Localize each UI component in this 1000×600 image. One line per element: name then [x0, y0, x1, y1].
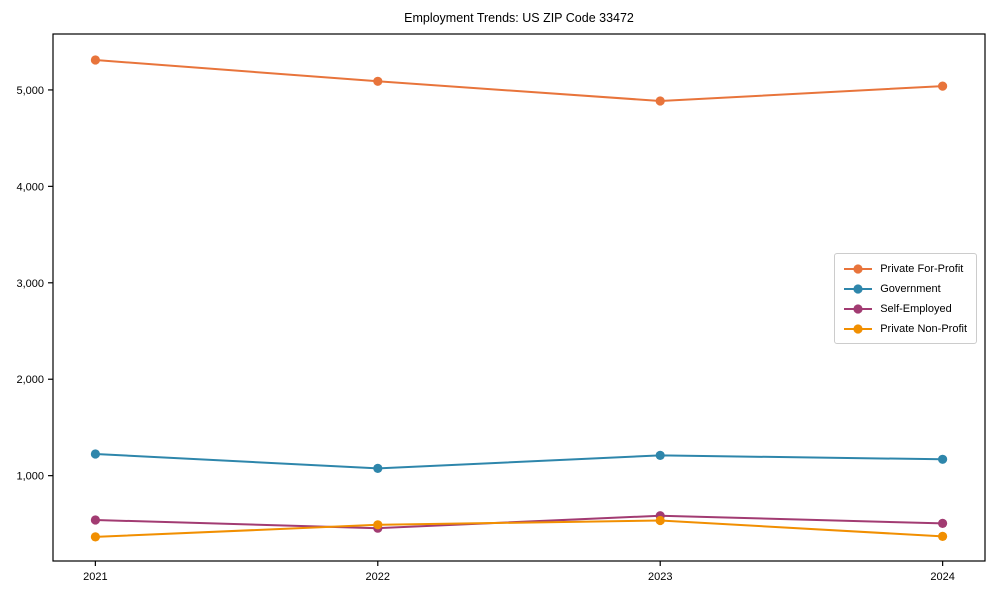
legend: Private For-Profit Government Self-Employe…: [834, 253, 977, 344]
data-point-private-non-profit: [655, 515, 665, 526]
legend-marker-icon: [844, 283, 873, 294]
legend-marker-icon: [844, 303, 873, 314]
data-point-government: [938, 454, 948, 464]
legend-item-private-for-profit: Private For-Profit: [843, 260, 967, 277]
series-line-government: [95, 453, 943, 470]
data-point-private-for-profit: [938, 81, 948, 91]
legend-label: Private Non-Profit: [880, 322, 967, 335]
data-point-private-non-profit: [373, 520, 383, 530]
data-point-self-employed: [90, 515, 100, 525]
data-point-private-for-profit: [90, 55, 100, 65]
x-tick-label: 2022: [366, 571, 390, 583]
x-tick-label: 2023: [648, 571, 672, 583]
legend-item-self-employed: Self-Employed: [843, 300, 967, 317]
x-tick-label: 2021: [83, 571, 107, 583]
legend-item-government: Government: [843, 280, 967, 297]
series-line-private-non-profit: [95, 519, 943, 538]
x-tick-label: 2024: [930, 571, 954, 583]
legend-label: Government: [880, 282, 941, 295]
y-tick-label: 5,000: [16, 85, 44, 97]
legend-marker-icon: [844, 263, 873, 274]
legend-item-private-non-profit: Private Non-Profit: [843, 320, 967, 337]
y-tick-label: 3,000: [16, 278, 44, 290]
data-point-self-employed: [938, 518, 948, 529]
legend-label: Private For-Profit: [880, 262, 964, 275]
data-point-government: [655, 450, 665, 460]
data-point-private-non-profit: [938, 531, 948, 542]
legend-label: Self-Employed: [880, 302, 952, 315]
data-point-private-for-profit: [373, 76, 383, 86]
data-point-government: [373, 463, 383, 473]
series-line-private-for-profit: [95, 59, 943, 103]
y-tick-label: 1,000: [16, 471, 44, 483]
chart-title: Employment Trends: US ZIP Code 33472: [404, 11, 634, 25]
data-point-private-for-profit: [655, 96, 665, 106]
data-point-government: [90, 449, 100, 459]
y-tick-label: 4,000: [16, 181, 44, 193]
legend-marker-icon: [844, 323, 873, 334]
plot-border: [52, 33, 986, 562]
y-tick-label: 2,000: [16, 374, 44, 386]
data-point-private-non-profit: [90, 532, 100, 542]
